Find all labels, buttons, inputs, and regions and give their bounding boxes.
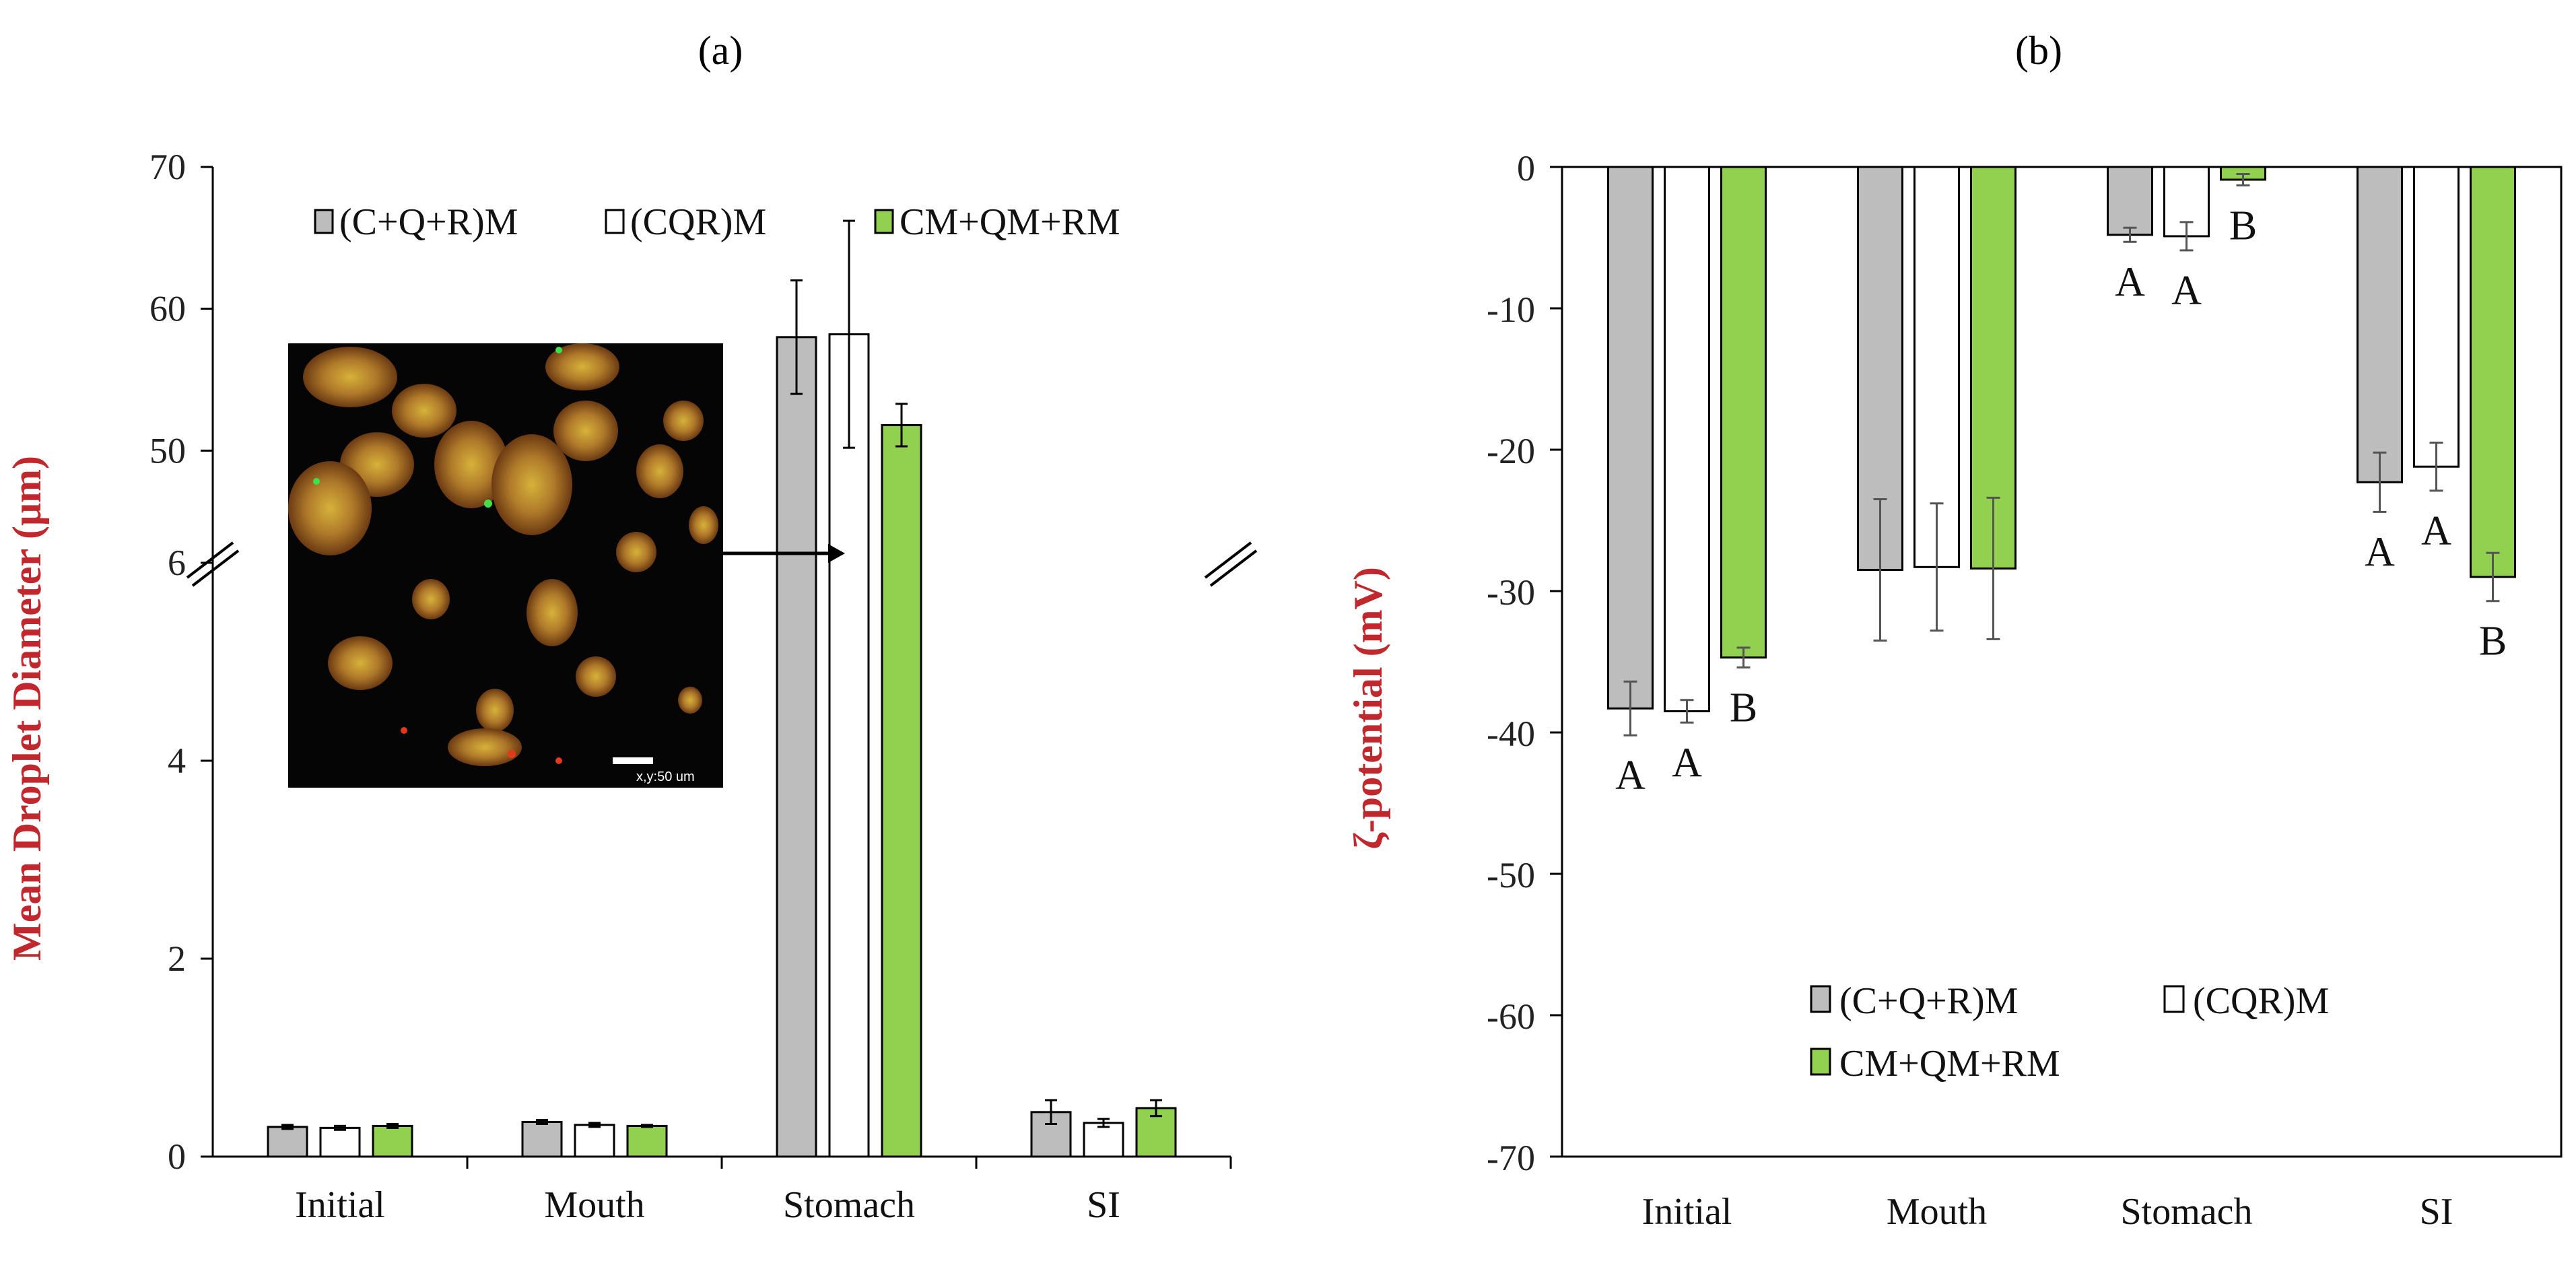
bar (2107, 166, 2153, 236)
significance-letter: A (2115, 259, 2145, 305)
panel-a: (a) Mean Droplet Diameter (μm) 0 2 4 6 50 60 7… (5, 28, 1258, 1226)
bar (1083, 1122, 1124, 1158)
scale-bar-label: x,y:50 um (636, 769, 695, 784)
legend-swatch (1810, 1048, 1831, 1076)
legend-label: CM+QM+RM (900, 201, 1120, 243)
legend-label: (CQR)M (630, 201, 766, 243)
significance-letter: A (2171, 268, 2202, 314)
panel-b: (b) ζ-potential (mV) 0 -10 -20 -30 -40 -50 -60… (1346, 28, 2563, 1233)
category-label: SI (2420, 1191, 2453, 1233)
panel-b-tick-labels: 0 -10 -20 -30 -40 -50 -60 -70 (1487, 148, 1535, 1178)
bar (574, 1124, 615, 1158)
significance-letter: B (2479, 619, 2507, 664)
category-label: Stomach (783, 1184, 915, 1226)
y-tick-label: -10 (1487, 289, 1535, 330)
y-tick-label: -70 (1487, 1138, 1535, 1178)
y-tick-label: -20 (1487, 431, 1535, 471)
legend-label: CM+QM+RM (1839, 1043, 2060, 1085)
significance-letter: A (2421, 508, 2451, 554)
significance-letter: B (2229, 203, 2257, 248)
category-label: SI (1087, 1184, 1120, 1226)
category-label: Initial (295, 1184, 385, 1226)
panel-a-bars (267, 219, 1177, 1158)
y-tick-label: -40 (1487, 714, 1535, 754)
bar (521, 1121, 563, 1158)
y-tick-label: 70 (149, 147, 186, 187)
legend-label: (CQR)M (2193, 980, 2329, 1022)
y-tick-label: -60 (1487, 996, 1535, 1037)
legend-label: (C+Q+R)M (339, 201, 518, 243)
y-tick-label: 6 (168, 543, 186, 583)
significance-letter: B (1730, 685, 1757, 730)
y-tick-label: 60 (149, 289, 186, 329)
bar (2470, 166, 2516, 578)
bar (372, 1124, 413, 1158)
bar (776, 336, 817, 1158)
y-tick-label: 4 (168, 741, 186, 781)
axis-break-mark (1204, 541, 1252, 579)
y-tick-label: 0 (1517, 148, 1535, 189)
bar (626, 1124, 668, 1158)
panel-b-category-labels: Initial Mouth Stomach SI (1642, 1191, 2453, 1233)
bar (319, 1126, 361, 1158)
y-tick-label: -30 (1487, 572, 1535, 613)
y-tick-label: -50 (1487, 855, 1535, 895)
panel-a-category-labels: Initial Mouth Stomach SI (295, 1184, 1120, 1226)
bar (1720, 166, 1767, 659)
panel-a-label: (a) (698, 28, 743, 73)
legend-swatch (1810, 985, 1831, 1013)
plot-frame (1561, 166, 2563, 1158)
inset-arrow (723, 544, 845, 563)
category-label: Stomach (2121, 1191, 2253, 1233)
legend-swatch (314, 209, 334, 234)
scale-bar (613, 757, 653, 764)
bar (2413, 166, 2460, 468)
axis-break-mark (1209, 549, 1258, 587)
panel-a-tick-labels: 0 2 4 6 50 60 70 (149, 147, 186, 1177)
bar (1913, 166, 1960, 568)
legend-swatch (874, 209, 894, 234)
bar (1664, 166, 1710, 712)
inset-micrograph: x,y:50 um (288, 343, 723, 788)
y-tick-label: 0 (168, 1136, 186, 1177)
bar (1607, 166, 1654, 710)
category-label: Mouth (544, 1184, 644, 1226)
panel-a-y-axis-label: Mean Droplet Diameter (μm) (5, 456, 49, 961)
axis-break-mark (191, 549, 240, 587)
legend-swatch (605, 209, 625, 234)
significance-letter: A (1672, 740, 1702, 786)
bar (2357, 166, 2403, 483)
panel-a-legend: (C+Q+R)M (CQR)M CM+QM+RM (314, 201, 1120, 243)
axis-break-mark (186, 541, 234, 579)
panel-b-y-axis-label: ζ-potential (mV) (1346, 567, 1390, 850)
significance-letter: A (2365, 529, 2395, 575)
legend-swatch (2163, 985, 2185, 1013)
bar (267, 1126, 308, 1158)
bar (881, 423, 922, 1158)
panel-b-legend: (C+Q+R)M (CQR)M CM+QM+RM (1810, 980, 2329, 1085)
panel-b-bars: A ABA ABA AB (1607, 166, 2516, 798)
bar (828, 333, 870, 1158)
y-tick-label: 50 (149, 430, 186, 471)
legend-label: (C+Q+R)M (1839, 980, 2018, 1022)
category-label: Initial (1642, 1191, 1732, 1233)
panel-b-label: (b) (2015, 28, 2062, 73)
category-label: Mouth (1887, 1191, 1987, 1233)
significance-letter: A (1615, 753, 1646, 798)
micrograph-particles (288, 343, 718, 766)
panel-b-axes (1550, 166, 2563, 1158)
y-tick-label: 2 (168, 938, 186, 979)
